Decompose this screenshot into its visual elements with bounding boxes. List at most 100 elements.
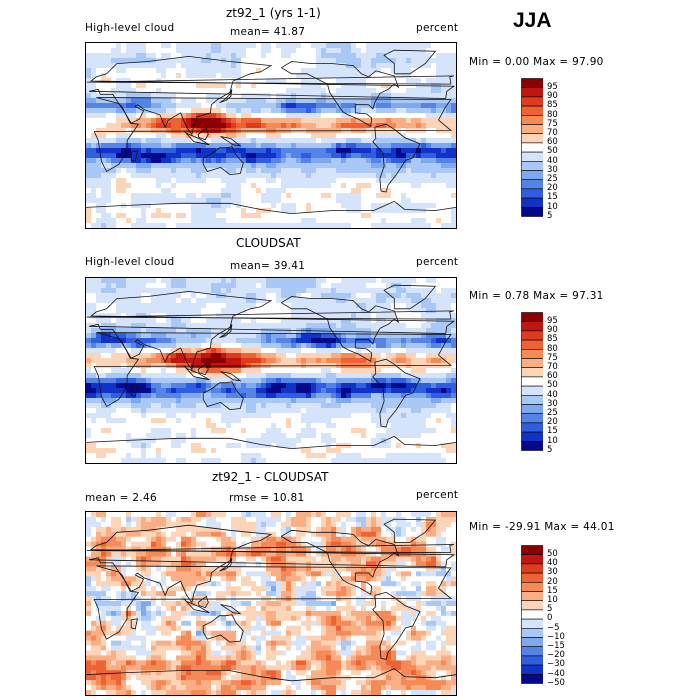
heatmap-cell — [316, 223, 322, 228]
heatmap-cell — [241, 393, 247, 399]
heatmap-cell — [451, 293, 456, 299]
heatmap-cell — [406, 408, 412, 414]
heatmap-cell — [381, 118, 387, 124]
heatmap-cell — [201, 138, 207, 144]
heatmap-cell — [181, 93, 187, 99]
heatmap-cell — [226, 393, 232, 399]
heatmap-cell — [286, 103, 292, 109]
heatmap-cell — [431, 418, 437, 424]
heatmap-cell — [431, 413, 437, 419]
heatmap-cell — [321, 348, 327, 354]
heatmap-cell — [271, 143, 277, 149]
heatmap-cell — [381, 293, 387, 299]
heatmap-cell — [251, 323, 257, 329]
heatmap-cell — [356, 358, 362, 364]
heatmap-cell — [396, 73, 402, 79]
heatmap-cell — [141, 43, 147, 49]
heatmap-cell — [86, 343, 92, 349]
heatmap-cell — [361, 313, 367, 319]
heatmap-cell — [216, 143, 222, 149]
heatmap-cell — [451, 348, 456, 354]
heatmap-cell — [281, 353, 287, 359]
heatmap-cell — [166, 423, 172, 429]
heatmap-cell — [301, 343, 307, 349]
heatmap-cell — [261, 318, 267, 324]
colorbar-tick-label: 30 — [547, 164, 558, 175]
heatmap-cell — [371, 43, 377, 49]
heatmap-cell — [406, 278, 412, 284]
heatmap-cell — [311, 303, 317, 309]
heatmap-cell — [356, 393, 362, 399]
heatmap-cell — [436, 48, 442, 54]
heatmap-cell — [261, 368, 267, 374]
heatmap-cell — [371, 178, 377, 184]
heatmap-cell — [386, 68, 392, 74]
heatmap-cell — [381, 153, 387, 159]
heatmap-cell — [256, 288, 262, 294]
heatmap-cell — [151, 303, 157, 309]
heatmap-cell — [181, 113, 187, 119]
heatmap-cell — [291, 423, 297, 429]
heatmap-cell — [221, 403, 227, 409]
heatmap-cell — [86, 153, 92, 159]
heatmap-cell — [416, 223, 422, 228]
heatmap-cell — [176, 143, 182, 149]
heatmap-cell — [371, 98, 377, 104]
heatmap-cell — [106, 323, 112, 329]
colorbar-tick-label: 70 — [547, 128, 558, 138]
heatmap-cell — [261, 298, 267, 304]
heatmap-cell — [181, 323, 187, 329]
heatmap-cell — [426, 73, 432, 79]
map-panel-model — [85, 42, 457, 229]
heatmap-cell — [231, 398, 237, 404]
heatmap-cell — [216, 423, 222, 429]
heatmap-cell — [256, 348, 262, 354]
heatmap-cell — [161, 338, 167, 344]
heatmap-cell — [191, 403, 197, 409]
heatmap-cell — [356, 158, 362, 164]
heatmap-cell — [166, 378, 172, 384]
heatmap-cell — [261, 323, 267, 329]
heatmap-cell — [116, 423, 122, 429]
heatmap-cell — [316, 138, 322, 144]
heatmap-cell — [236, 373, 242, 379]
heatmap-cell — [401, 88, 407, 94]
heatmap-cell — [216, 173, 222, 179]
heatmap-cell — [316, 423, 322, 429]
heatmap-cell — [181, 183, 187, 189]
heatmap-cell — [341, 178, 347, 184]
coastline — [220, 136, 242, 147]
heatmap-cell — [141, 178, 147, 184]
heatmap-cell — [136, 373, 142, 379]
heatmap-cell — [286, 333, 292, 339]
heatmap-cell — [231, 113, 237, 119]
heatmap-cell — [411, 338, 417, 344]
heatmap-cell — [191, 423, 197, 429]
heatmap-cell — [301, 88, 307, 94]
heatmap-cell — [311, 353, 317, 359]
heatmap-cell — [181, 43, 187, 49]
heatmap-cell — [121, 143, 127, 149]
heatmap-cell — [281, 133, 287, 139]
heatmap-cell — [261, 413, 267, 419]
heatmap-cell — [246, 323, 252, 329]
heatmap-cell — [181, 318, 187, 324]
heatmap-cell — [176, 88, 182, 94]
heatmap-cell — [206, 58, 212, 64]
heatmap-cell — [101, 418, 107, 424]
heatmap-cell — [221, 88, 227, 94]
heatmap-cell — [221, 103, 227, 109]
heatmap-cell — [326, 283, 332, 289]
heatmap-cell — [401, 43, 407, 49]
heatmap-cell — [221, 338, 227, 344]
heatmap-cell — [86, 103, 92, 109]
heatmap-cell — [91, 373, 97, 379]
heatmap-cell — [406, 118, 412, 124]
heatmap-cell — [241, 338, 247, 344]
heatmap-cell — [341, 103, 347, 109]
heatmap-cell — [176, 343, 182, 349]
heatmap-cell — [386, 388, 392, 394]
panel-variable-label-model: High-level cloud — [85, 22, 175, 34]
heatmap-cell — [96, 173, 102, 179]
heatmap-cell — [316, 43, 322, 49]
